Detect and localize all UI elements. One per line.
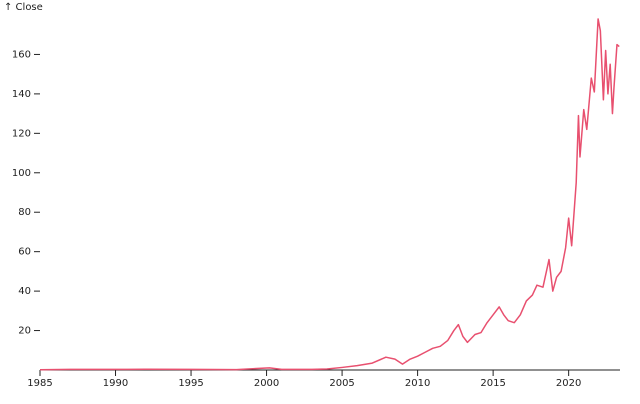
x-tick-label: 2010 — [405, 378, 430, 389]
x-tick-label: 2005 — [329, 378, 354, 389]
x-tick-label: 2015 — [480, 378, 505, 389]
x-tick-label: 2020 — [556, 378, 581, 389]
line — [39, 18, 620, 371]
y-tick-label: 20 — [18, 326, 31, 337]
y-axis-label: ↑ Close — [4, 2, 43, 13]
x-tick-label: 1985 — [27, 378, 52, 389]
y-tick-label: 60 — [18, 247, 31, 258]
y-tick-label: 140 — [12, 89, 31, 100]
x-tick-label: 1990 — [103, 378, 128, 389]
y-tick-label: 40 — [18, 286, 31, 297]
x-tick-label: 2000 — [254, 378, 279, 389]
x-tick-label: 1995 — [178, 378, 203, 389]
y-tick-label: 160 — [12, 49, 31, 60]
y-tick-label: 120 — [12, 128, 31, 139]
y-tick-label: 80 — [18, 207, 31, 218]
y-tick-label: 100 — [12, 168, 31, 179]
